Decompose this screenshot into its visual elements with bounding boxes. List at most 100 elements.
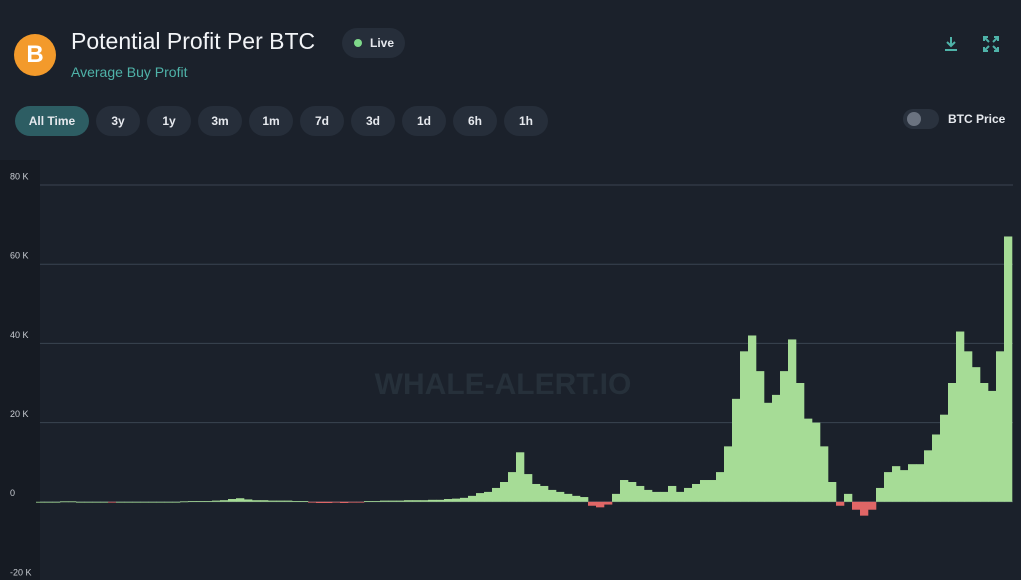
bar <box>124 501 133 503</box>
bar <box>116 501 125 503</box>
bar <box>548 489 557 502</box>
bar <box>652 491 661 502</box>
bar <box>524 474 533 502</box>
bar <box>388 500 397 502</box>
bar <box>404 500 413 502</box>
bar <box>188 501 197 502</box>
subtitle: Average Buy Profit <box>71 64 188 80</box>
y-tick-label: 20 K <box>10 409 29 419</box>
range-button[interactable]: 3m <box>198 106 242 136</box>
bar <box>884 472 893 502</box>
bar <box>700 480 709 502</box>
bar <box>164 501 173 503</box>
bar <box>756 371 765 502</box>
bar <box>900 470 909 502</box>
bar <box>668 485 677 502</box>
toggle-label: BTC Price <box>948 112 1006 126</box>
bar <box>868 501 877 510</box>
bar <box>892 466 901 502</box>
bar <box>740 351 749 502</box>
bar <box>636 485 645 502</box>
bar <box>492 487 501 502</box>
bar <box>252 500 261 502</box>
bar <box>628 482 637 502</box>
bar <box>244 499 253 502</box>
range-button[interactable]: 3d <box>351 106 395 136</box>
bar <box>532 483 541 502</box>
bar <box>308 501 317 503</box>
y-tick-label: -20 K <box>10 567 32 577</box>
bar <box>572 495 581 502</box>
bar <box>340 501 349 503</box>
bar <box>100 501 109 503</box>
download-icon[interactable] <box>943 36 959 52</box>
bar <box>788 339 797 502</box>
bar <box>556 491 565 502</box>
bar <box>284 500 293 502</box>
fullscreen-icon[interactable] <box>983 36 999 52</box>
btc-price-toggle[interactable] <box>903 109 939 129</box>
range-button[interactable]: 1h <box>504 106 548 136</box>
bar <box>228 499 237 502</box>
bar <box>684 487 693 502</box>
bar <box>732 398 741 502</box>
bar <box>1004 236 1013 502</box>
bar <box>804 418 813 502</box>
bar <box>156 501 165 503</box>
bar <box>516 452 525 502</box>
bar <box>180 501 189 503</box>
range-button[interactable]: 1m <box>249 106 293 136</box>
bar <box>468 495 477 502</box>
bar <box>276 500 285 502</box>
bar <box>796 383 805 502</box>
live-dot <box>354 39 362 47</box>
range-button[interactable]: 7d <box>300 106 344 136</box>
bar <box>460 497 469 502</box>
bar <box>580 497 589 502</box>
bar <box>300 501 309 502</box>
bar <box>940 414 949 502</box>
bar <box>844 493 853 502</box>
bar <box>412 500 421 502</box>
y-tick-label: 40 K <box>10 330 29 340</box>
bar <box>916 464 925 502</box>
bar <box>204 501 213 502</box>
bar <box>268 500 277 502</box>
bar <box>348 501 357 503</box>
bar <box>484 491 493 502</box>
live-pill: Live <box>342 28 405 58</box>
bar <box>604 501 613 505</box>
bar <box>196 501 205 502</box>
bar <box>220 500 229 502</box>
bar <box>812 422 821 502</box>
bar <box>236 498 245 502</box>
bar <box>596 501 605 508</box>
title: Potential Profit Per BTC <box>71 28 316 54</box>
bar <box>980 383 989 502</box>
bar <box>836 501 845 506</box>
range-button[interactable]: All Time <box>15 106 89 136</box>
range-button[interactable]: 1y <box>147 106 191 136</box>
bar <box>948 383 957 502</box>
range-button[interactable]: 1d <box>402 106 446 136</box>
bar <box>132 501 141 503</box>
bar <box>780 371 789 502</box>
bar <box>676 491 685 502</box>
y-tick-label: 80 K <box>10 171 29 181</box>
bar <box>860 501 869 516</box>
bar <box>380 500 389 502</box>
bar <box>988 390 997 502</box>
bar <box>716 472 725 502</box>
range-button[interactable]: 6h <box>453 106 497 136</box>
bar <box>540 485 549 502</box>
chart: -20 K 0 20 K 40 K 60 K 80 K WHALE-ALERT.IO <box>0 160 1013 580</box>
bar <box>508 472 517 502</box>
bar <box>420 500 429 502</box>
bar <box>356 501 365 503</box>
btc-icon: B <box>14 34 56 76</box>
bar <box>972 367 981 502</box>
bar <box>444 499 453 502</box>
range-button[interactable]: 3y <box>96 106 140 136</box>
bar <box>956 331 965 502</box>
